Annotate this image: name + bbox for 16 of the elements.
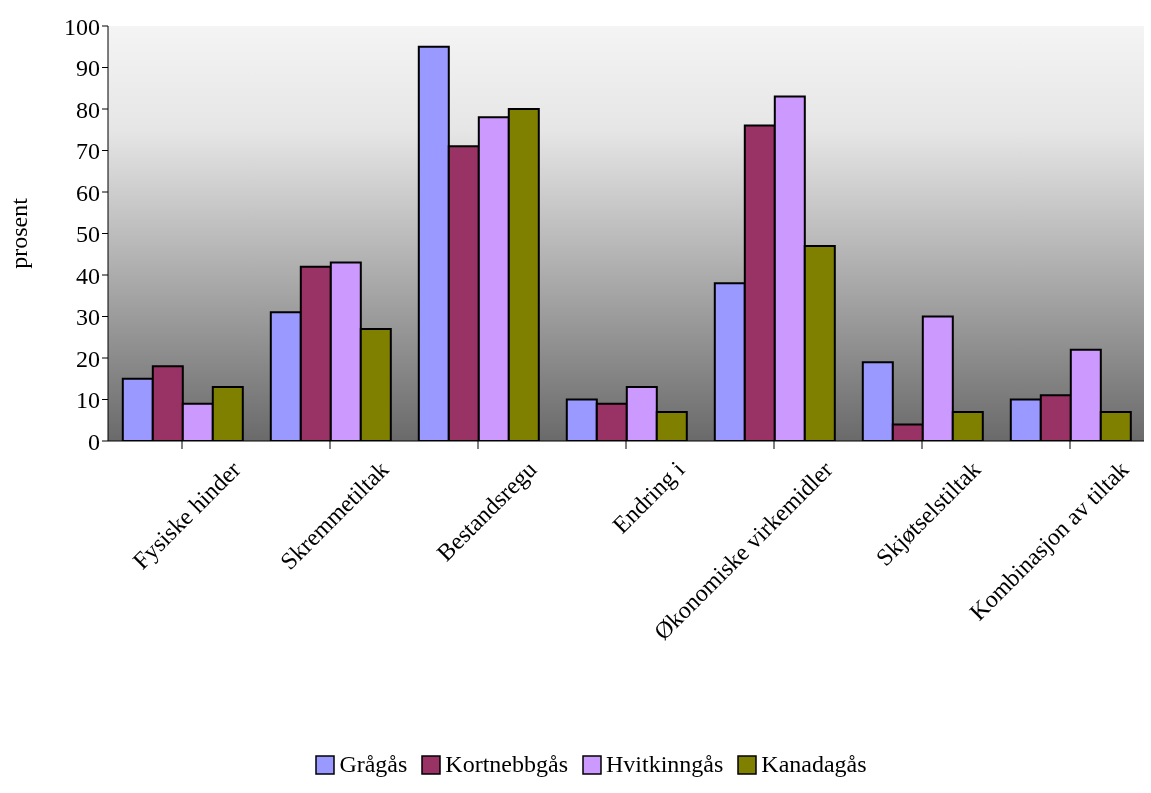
y-tick-label: 60 [76,179,100,206]
legend-label: Hvitkinngås [606,751,724,778]
y-tick-label: 70 [76,138,100,165]
y-tick-label: 0 [88,428,100,455]
y-tick-label: 30 [76,304,100,331]
legend-label: Grågås [339,751,408,778]
y-tick-label: 20 [76,345,100,372]
y-tick-label: 80 [76,96,100,123]
y-axis-title: prosent [5,197,32,269]
y-tick-label: 10 [76,387,100,414]
y-tick-label: 100 [64,13,100,40]
y-tick-label: 40 [76,262,100,289]
legend-label: Kortnebbgås [445,751,568,778]
legend-label: Kanadagås [761,751,867,778]
y-tick-label: 90 [76,55,100,82]
y-tick-label: 50 [76,221,100,248]
